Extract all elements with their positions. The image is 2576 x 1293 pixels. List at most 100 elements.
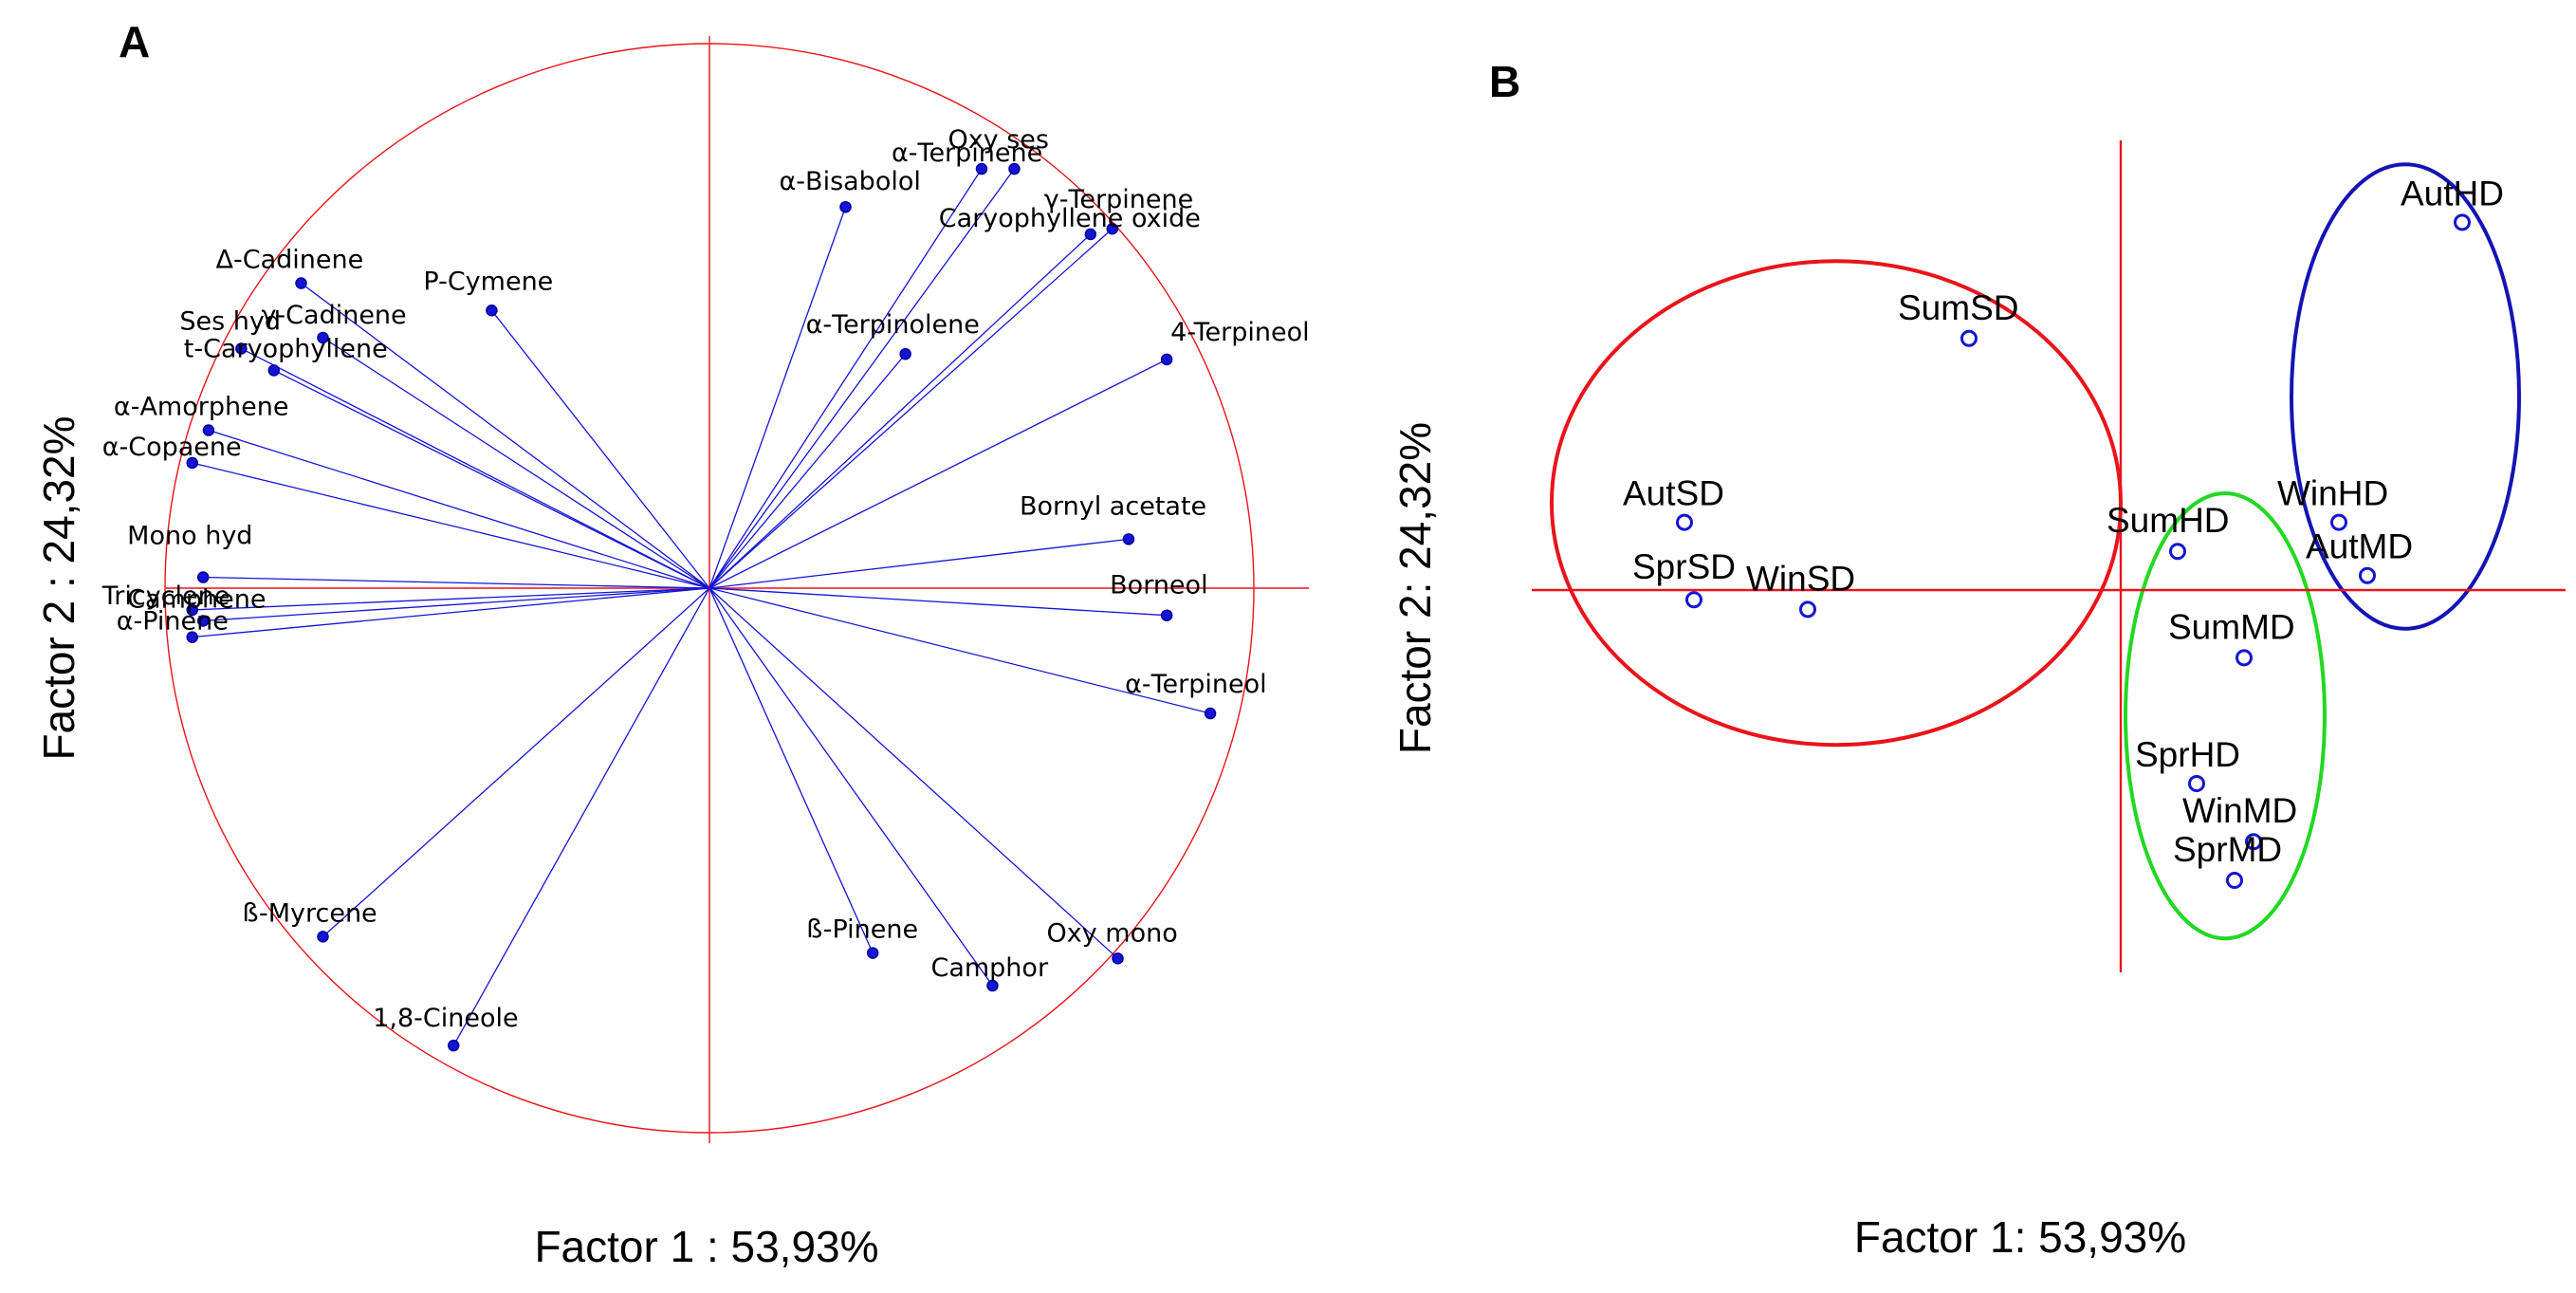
panel-a-y-axis-title: Factor 2 : 24,32% [34,416,83,760]
point-oxy-ses [1008,162,1021,175]
point-1-8-cineole [447,1039,460,1052]
vector-t-caryophyllene [273,369,710,589]
point-t-caryophyllene [267,364,281,377]
label-bornyl-acetate: Bornyl acetate [1020,491,1206,521]
panel-b-points [1676,213,2471,889]
point-amorphene [202,424,215,436]
label-myrcene: ß-Myrcene [242,898,377,928]
point-caryophyllene-oxide [1084,228,1097,241]
label-camphene: Camphene [127,584,266,614]
vector-amorphene [208,429,710,589]
vector-caryophyllene-oxide [708,233,1092,589]
label-terpinolene: α-Terpinolene [806,310,980,340]
point-mono-hyd [196,571,210,583]
label-ses-hyd: Ses hyd [179,306,281,336]
label-terpineol: α-Terpineol [1125,670,1267,699]
label-bisabolol: α-Bisabolol [780,167,921,196]
point-cadinene [295,277,307,289]
point-pinene [866,947,879,959]
label-winmd: WinMD [2182,791,2297,830]
vector-terpinene [708,168,983,589]
vector-camphor [708,587,994,987]
vector-terpineol [708,587,1211,714]
panel-b-y-axis-title: Factor 2: 24,32% [1390,422,1440,754]
point-cadinene [317,331,329,344]
label-autsd: AutSD [1623,474,1724,513]
label-p-cymene: P-Cymene [423,267,553,296]
label-4-terpineol: 4-Terpineol [1170,318,1309,347]
label-sumsd: SumSD [1898,288,2018,327]
label-mono-hyd: Mono hyd [127,522,252,551]
point-terpinene [975,162,988,175]
panel-b-x-axis-title: Factor 1: 53,93% [1854,1212,2186,1262]
label-cadinene: Δ-Cadinene [216,246,364,275]
vector-copaene [192,462,710,589]
label-sprsd: SprSD [1632,547,1736,586]
point-summd [2236,649,2253,667]
label-oxy-ses: Oxy ses [948,125,1049,155]
label-autmd: AutMD [2306,527,2413,566]
vector-oxy-mono [708,587,1118,959]
vector-bornyl-acetate [708,538,1130,589]
vector-tricyclene [192,587,710,611]
point-authd [2454,213,2471,231]
label-cadinene: γ-Cadinene [261,301,406,330]
panel-a-unit-circle [164,43,1255,1134]
point-sprmd [2226,872,2243,889]
label-sprmd: SprMD [2173,830,2282,869]
point-autmd [2359,566,2376,584]
label-winsd: WinSD [1746,559,1855,598]
panel-a-points [186,162,1217,1052]
label-oxy-mono: Oxy mono [1047,918,1178,948]
panel-a-vectors [192,168,1211,1046]
label-winhd: WinHD [2277,474,2388,513]
point-sprhd [2188,775,2205,792]
point-pinene [186,631,198,643]
point-sumsd [1960,329,1978,347]
vector-terpinolene [708,353,907,589]
vector-terpinene [708,228,1113,589]
ellipse-microwave-distillation-group [2124,491,2327,941]
point-terpinolene [899,347,911,360]
vector-pinene [708,587,874,953]
vector-borneol [708,587,1168,617]
panel-b-letter: B [1489,57,1520,106]
label-sumhd: SumHD [2107,501,2230,540]
label-terpinene: α-Terpinene [892,139,1042,168]
point-p-cymene [486,305,498,317]
point-myrcene [317,931,329,943]
point-winsd [1799,600,1816,619]
panel-a-letter: A [119,17,150,66]
panel-b-labels: AutHD SumSD AutSD SprSD WinSD SumHD WinHD AutMD… [1623,174,2504,869]
label-tricyclene: Tricyclene [101,582,230,611]
label-1-8-cineole: 1,8-Cineole [373,1004,518,1033]
label-pinene: α-Pinene [117,607,229,637]
label-pinene: ß-Pinene [806,915,918,945]
vector-oxy-ses [708,168,1015,589]
vector-myrcene [322,587,710,937]
point-borneol [1160,609,1173,621]
point-oxy-mono [1112,952,1124,965]
vector-pinene [192,587,710,638]
label-authd: AutHD [2401,174,2504,212]
point-autsd [1676,513,1693,531]
point-bisabolol [839,200,852,213]
point-copaene [186,456,198,470]
vector-p-cymene [490,309,710,589]
label-borneol: Borneol [1110,571,1207,600]
point-camphene [196,615,210,627]
vector-cadinene [301,283,710,589]
vector-cadinene [322,337,710,589]
vector-1-8-cineole [452,587,710,1046]
label-t-caryophyllene: t-Caryophyllene [184,334,388,363]
label-terpinene: γ-Terpinene [1044,185,1193,214]
label-amorphene: α-Amorphene [114,393,289,422]
point-tricyclene [186,603,198,617]
panel-a-x-axis-title: Factor 1 : 53,93% [534,1222,878,1271]
point-winhd [2330,513,2347,531]
vector-bisabolol [708,206,847,589]
point-camphor [986,979,999,992]
